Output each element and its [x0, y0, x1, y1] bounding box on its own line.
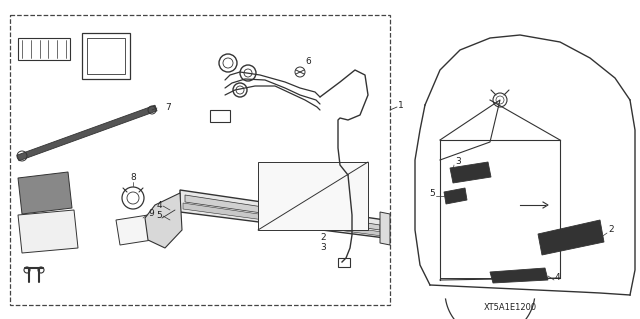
- Polygon shape: [17, 105, 157, 161]
- Text: 2: 2: [608, 226, 614, 234]
- Text: 7: 7: [165, 103, 171, 113]
- Polygon shape: [444, 188, 467, 204]
- Polygon shape: [258, 162, 368, 230]
- Polygon shape: [380, 212, 390, 245]
- Text: 5: 5: [156, 211, 162, 219]
- Text: 8: 8: [130, 174, 136, 182]
- Polygon shape: [18, 172, 72, 214]
- Text: 5: 5: [429, 189, 435, 197]
- Polygon shape: [450, 162, 491, 183]
- Text: 6: 6: [305, 57, 311, 66]
- Polygon shape: [180, 190, 385, 238]
- Text: 3: 3: [320, 243, 326, 253]
- Polygon shape: [183, 203, 382, 236]
- Text: 3: 3: [455, 158, 461, 167]
- Polygon shape: [116, 215, 152, 245]
- Text: XT5A1E1200: XT5A1E1200: [483, 303, 536, 313]
- Text: 4: 4: [555, 273, 561, 283]
- Polygon shape: [185, 195, 380, 230]
- Polygon shape: [145, 193, 182, 248]
- Polygon shape: [490, 268, 548, 283]
- Polygon shape: [18, 210, 78, 253]
- Text: 4: 4: [156, 201, 162, 210]
- Text: 2: 2: [320, 234, 326, 242]
- Text: 9: 9: [148, 209, 154, 218]
- Polygon shape: [538, 220, 604, 255]
- Text: 1: 1: [398, 100, 404, 109]
